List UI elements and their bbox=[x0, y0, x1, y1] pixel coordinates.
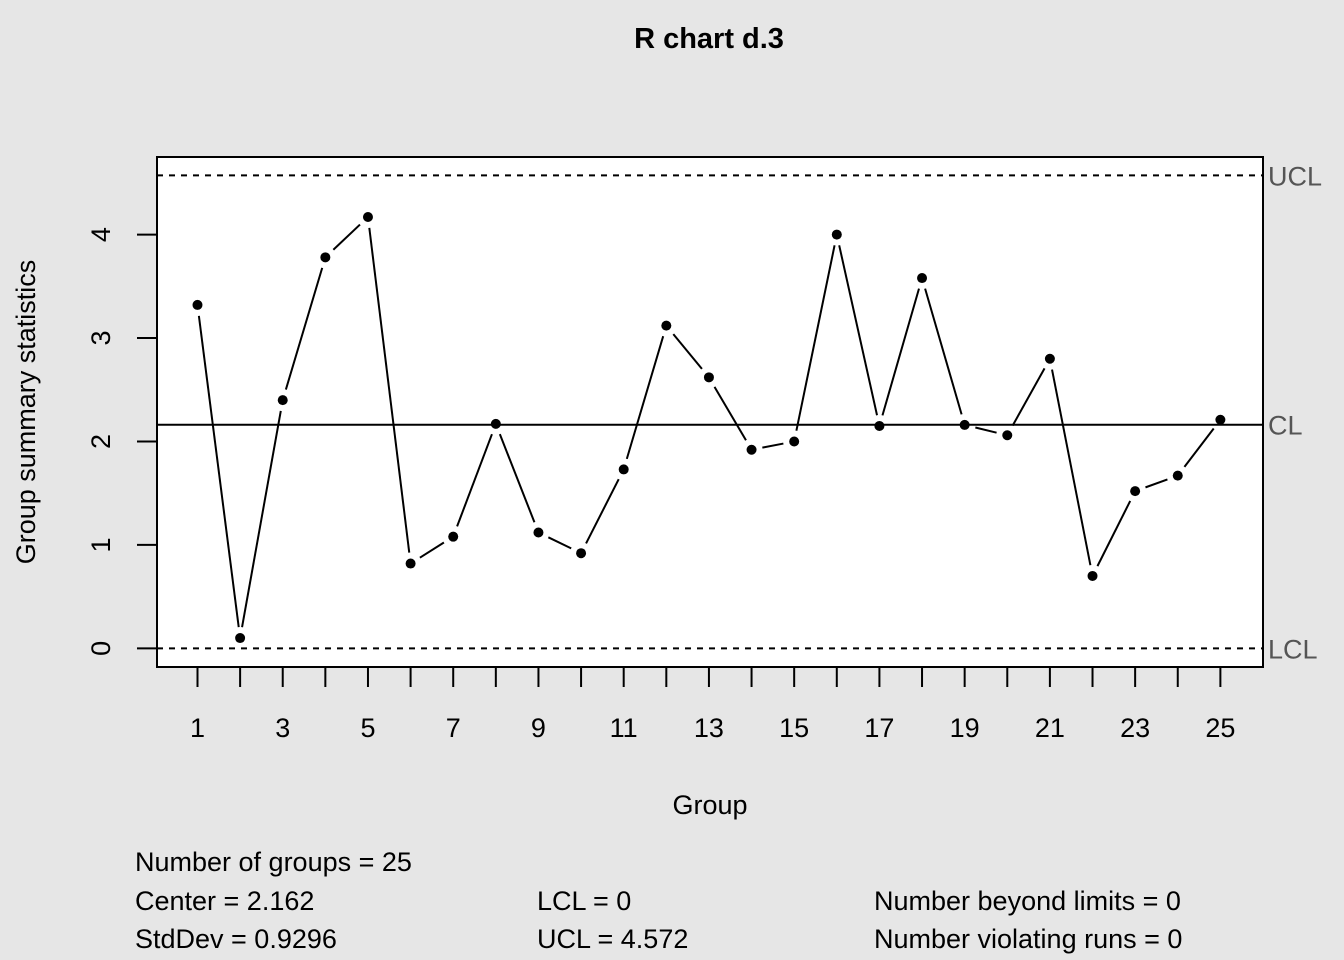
series-segment bbox=[881, 288, 920, 416]
data-point bbox=[917, 273, 928, 284]
control-limits: UCL CL LCL bbox=[157, 161, 1322, 664]
stat-lcl: LCL = 0 bbox=[537, 886, 632, 916]
series-segment bbox=[284, 267, 324, 390]
data-point bbox=[703, 372, 714, 383]
y-tick-label: 1 bbox=[86, 537, 116, 552]
y-tick-label: 4 bbox=[86, 227, 116, 242]
y-tick-label: 0 bbox=[86, 641, 116, 656]
x-tick-label: 11 bbox=[610, 713, 638, 743]
series-segment bbox=[975, 426, 997, 434]
y-tick-label: 3 bbox=[86, 331, 116, 346]
data-point bbox=[618, 464, 629, 475]
x-tick-label: 15 bbox=[779, 713, 809, 743]
data-point bbox=[1002, 430, 1013, 441]
cl-label: CL bbox=[1268, 411, 1303, 441]
stat-center: Center = 2.162 bbox=[135, 886, 315, 916]
series-segment bbox=[1183, 427, 1215, 468]
chart-title: R chart d.3 bbox=[634, 23, 784, 55]
series-segment bbox=[1011, 367, 1046, 427]
data-point bbox=[1087, 570, 1098, 581]
lcl-label: LCL bbox=[1268, 634, 1318, 664]
data-point bbox=[192, 299, 203, 310]
x-tick-label: 25 bbox=[1205, 713, 1235, 743]
series-segment bbox=[456, 433, 493, 527]
x-tick-label: 17 bbox=[864, 713, 894, 743]
y-axis: 0 1 2 3 4 bbox=[86, 227, 157, 656]
data-point bbox=[831, 229, 842, 240]
series-segment bbox=[197, 315, 240, 628]
plot-area bbox=[156, 156, 1264, 668]
series-segment bbox=[1096, 500, 1132, 567]
data-point bbox=[533, 527, 544, 538]
series-segment bbox=[713, 386, 747, 441]
series-segment bbox=[838, 245, 879, 416]
x-axis-label: Group bbox=[672, 790, 747, 820]
data-point bbox=[874, 420, 885, 431]
stat-num-groups: Number of groups = 25 bbox=[135, 847, 412, 877]
data-point bbox=[1044, 353, 1055, 364]
data-point bbox=[959, 419, 970, 430]
x-axis: 1 3 5 7 9 11 13 15 17 19 21 23 25 bbox=[190, 667, 1235, 743]
data-point bbox=[320, 252, 331, 263]
stat-ucl: UCL = 4.572 bbox=[537, 924, 689, 954]
data-point bbox=[661, 320, 672, 331]
series-segment bbox=[368, 227, 411, 553]
data-point bbox=[277, 395, 288, 406]
x-tick-label: 23 bbox=[1120, 713, 1150, 743]
y-axis-label: Group summary statistics bbox=[11, 260, 41, 565]
y-tick-label: 2 bbox=[86, 434, 116, 449]
stat-stddev: StdDev = 0.9296 bbox=[135, 924, 337, 954]
series-segment bbox=[1145, 478, 1168, 489]
x-tick-label: 7 bbox=[446, 713, 461, 743]
x-tick-label: 13 bbox=[694, 713, 724, 743]
series-segment bbox=[625, 335, 665, 460]
series-segment bbox=[547, 536, 572, 550]
series-segment bbox=[585, 478, 620, 544]
series-segment bbox=[762, 442, 784, 449]
stat-violating-runs: Number violating runs = 0 bbox=[874, 924, 1183, 954]
stat-beyond-limits: Number beyond limits = 0 bbox=[874, 886, 1181, 916]
series-segment bbox=[1051, 369, 1092, 566]
data-point bbox=[490, 418, 501, 429]
x-tick-label: 1 bbox=[190, 713, 205, 743]
ucl-label: UCL bbox=[1268, 161, 1322, 191]
data-point bbox=[1215, 414, 1226, 425]
data-point bbox=[448, 531, 459, 542]
data-point bbox=[235, 633, 246, 644]
data-point bbox=[1172, 470, 1183, 481]
x-tick-label: 3 bbox=[275, 713, 290, 743]
series-segment bbox=[498, 433, 536, 523]
series-segment bbox=[241, 410, 282, 628]
series-segment bbox=[419, 541, 445, 559]
data-point bbox=[746, 444, 757, 455]
x-tick-label: 9 bbox=[531, 713, 546, 743]
x-tick-label: 21 bbox=[1035, 713, 1065, 743]
data-point bbox=[576, 548, 587, 559]
x-tick-label: 5 bbox=[360, 713, 375, 743]
series-segment bbox=[332, 223, 361, 251]
data-series bbox=[192, 212, 1226, 644]
data-point bbox=[1130, 486, 1141, 497]
data-point bbox=[789, 436, 800, 447]
data-point bbox=[405, 558, 416, 569]
series-segment bbox=[924, 288, 963, 415]
series-segment bbox=[795, 245, 836, 431]
series-segment bbox=[672, 333, 703, 370]
data-point bbox=[362, 212, 373, 222]
x-tick-label: 19 bbox=[950, 713, 980, 743]
